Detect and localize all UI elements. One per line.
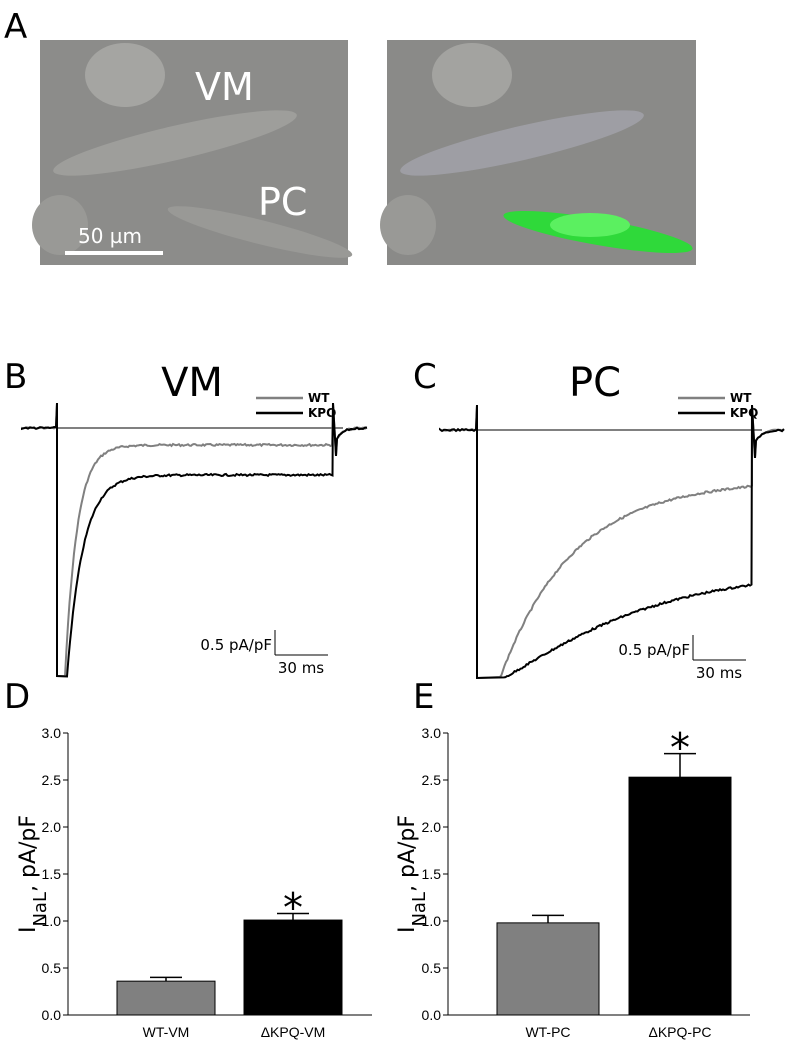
cell-label: VM [195,65,254,109]
y-tick-label: 0.0 [42,1007,62,1023]
legend-label: WT [308,391,330,405]
panel-title: PC [569,360,621,406]
legend-label: KPQ [308,406,336,420]
cell-label: PC [258,180,307,224]
panel-title: VM [161,360,223,406]
current-trace [439,404,785,680]
panel-label: E [413,677,434,717]
y-tick-label: 3.0 [42,725,62,741]
y-label-main: I [16,927,41,934]
significance: * [670,726,690,772]
fluorescence-micrograph [380,40,696,265]
panel-label: C [413,357,437,397]
x-tick-label: WT-VM [143,1024,190,1040]
legend-label: WT [730,391,752,405]
current-trace [21,402,368,678]
y-tick-label: 2.5 [422,772,442,788]
y-tick-label: 0.5 [42,960,62,976]
y-label-rest: , pA/pF [395,815,420,892]
scale-x-label: 30 ms [278,659,324,677]
current-trace [439,404,785,680]
x-tick-label: WT-PC [525,1024,570,1040]
y-tick-label: 0.5 [422,960,442,976]
significance: * [283,885,303,931]
scale-y-label: 0.5 pA/pF [618,641,690,659]
y-label-sub: NaL [409,892,430,927]
x-tick-label: ΔKPQ-PC [648,1024,711,1040]
panel-label: D [4,677,30,717]
y-tick-label: 2.0 [422,819,442,835]
bar [496,922,600,1016]
y-axis-label: INaL, pA/pF [395,815,430,933]
scale-y-label: 0.5 pA/pF [200,636,272,654]
y-tick-label: 2.5 [42,772,62,788]
legend-label: KPQ [730,406,758,420]
bar [116,980,216,1016]
scale-bar-label: 50 µm [78,224,142,248]
y-tick-label: 0.0 [422,1007,442,1023]
scale-x-label: 30 ms [696,664,742,682]
x-tick-label: ΔKPQ-VM [261,1024,326,1040]
y-tick-label: 1.5 [42,866,62,882]
panel-label: A [4,7,27,47]
y-label-main: I [395,927,420,934]
y-label-sub: NaL [30,892,51,927]
y-tick-label: 1.0 [42,913,62,929]
y-axis-label: INaL, pA/pF [16,815,51,933]
y-tick-label: 2.0 [42,819,62,835]
y-tick-label: 1.0 [422,913,442,929]
micrograph [32,40,353,265]
current-trace [21,402,368,678]
y-tick-label: 1.5 [422,866,442,882]
bar [628,776,732,1016]
y-tick-label: 3.0 [422,725,442,741]
panel-label: B [4,357,27,397]
y-label-rest: , pA/pF [16,815,41,892]
bar [243,919,343,1016]
